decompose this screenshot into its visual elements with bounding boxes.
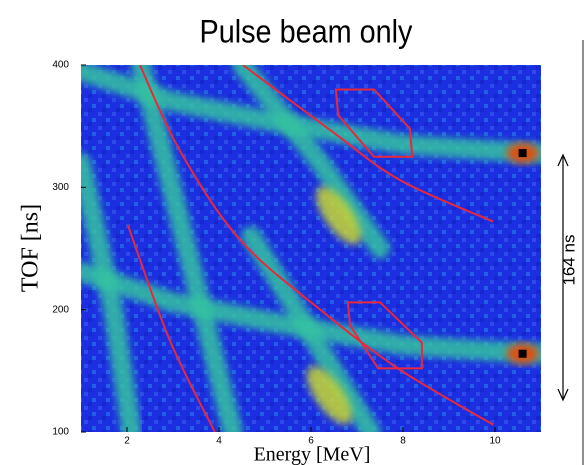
hotspot-core [519, 149, 527, 157]
y-tick-label: 200 [52, 304, 69, 315]
x-tick-label: 4 [216, 436, 222, 447]
y-tick-label: 100 [52, 427, 69, 438]
chart-title: Pulse beam only [200, 14, 414, 50]
hotspot-core [519, 350, 527, 358]
chart: Pulse beam only 246810100200300400 TOF [… [0, 0, 588, 465]
x-tick-label: 8 [400, 436, 406, 447]
y-axis-label: TOF [ns] [18, 204, 44, 292]
x-tick-label: 2 [124, 436, 130, 447]
y-tick-label: 300 [52, 182, 69, 193]
x-tick-label: 10 [489, 436, 501, 447]
x-axis-label: Energy [MeV] [254, 444, 371, 465]
annotation: 164 ns [559, 234, 578, 285]
y-tick-label: 400 [52, 60, 69, 71]
